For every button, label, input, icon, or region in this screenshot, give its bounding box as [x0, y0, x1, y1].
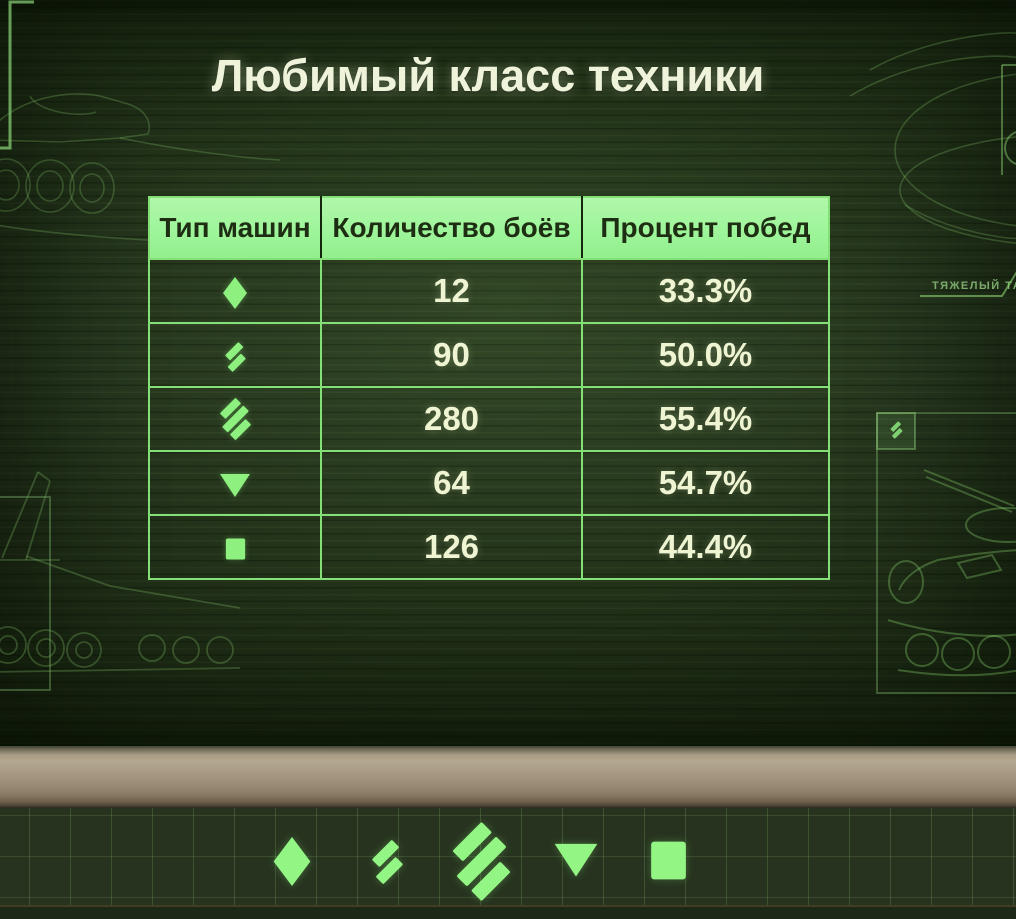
tank-sketch-right	[887, 469, 1016, 677]
light-tank-icon-button[interactable]	[270, 837, 314, 886]
table-row-heavy-tank: 280 55.4%	[148, 386, 830, 452]
light-tank-icon	[223, 277, 247, 309]
spg-icon	[225, 537, 246, 561]
spg-icon-button[interactable]	[648, 840, 689, 881]
class-icon-bar	[0, 808, 1016, 905]
column-header-vehicle-type: Тип машин	[149, 197, 321, 260]
chalk-tray	[0, 746, 1016, 808]
column-header-win-percent: Процент побед	[581, 197, 829, 260]
winrate-cell: 55.4%	[581, 386, 830, 452]
column-header-battle-count: Количество боёв	[320, 197, 582, 260]
tank-sketch-top-right	[849, 32, 1016, 244]
medium-tank-icon-button[interactable]	[366, 835, 409, 889]
winrate-cell: 50.0%	[581, 322, 830, 388]
battles-cell: 64	[320, 450, 583, 516]
winrate-cell: 44.4%	[581, 514, 830, 580]
table-row-light-tank: 12 33.3%	[148, 258, 830, 324]
tank-card-right	[876, 412, 1016, 694]
tank-sketch-bottom-left	[0, 471, 241, 673]
battles-cell: 90	[320, 322, 583, 388]
corner-bracket-top-left	[0, 0, 34, 150]
table-row-medium-tank: 90 50.0%	[148, 322, 830, 388]
winrate-cell: 54.7%	[581, 450, 830, 516]
battles-cell: 280	[320, 386, 583, 452]
medium-tank-icon	[221, 339, 250, 375]
favorite-class-table: Тип машин Количество боёв Процент побед …	[148, 196, 830, 580]
battles-cell: 126	[320, 514, 583, 580]
tank-card-bottom-left	[0, 471, 241, 691]
table-header-row: Тип машин Количество боёв Процент побед	[149, 197, 829, 260]
tank-destroyer-icon-button[interactable]	[553, 841, 599, 878]
frame-top-right	[1001, 64, 1016, 175]
page-title: Любимый класс техники	[211, 50, 765, 101]
heavy-tank-icon-button[interactable]	[443, 817, 520, 906]
heavy-tank-caption: ТЯЖЕЛЫЙ ТАНК	[920, 271, 1016, 297]
bottom-edge-strip	[0, 905, 1016, 919]
table-row-spg: 126 44.4%	[148, 514, 830, 580]
heavy-tank-label: ТЯЖЕЛЫЙ ТАНК	[932, 279, 1016, 292]
heavy-tank-icon	[216, 395, 255, 443]
battles-cell: 12	[320, 258, 583, 324]
table-row-tank-destroyer: 64 54.7%	[148, 450, 830, 516]
chalkboard: ТЯЖЕЛЫЙ ТАНК	[0, 0, 1016, 746]
tank-destroyer-icon	[219, 472, 251, 498]
winrate-cell: 33.3%	[581, 258, 830, 324]
